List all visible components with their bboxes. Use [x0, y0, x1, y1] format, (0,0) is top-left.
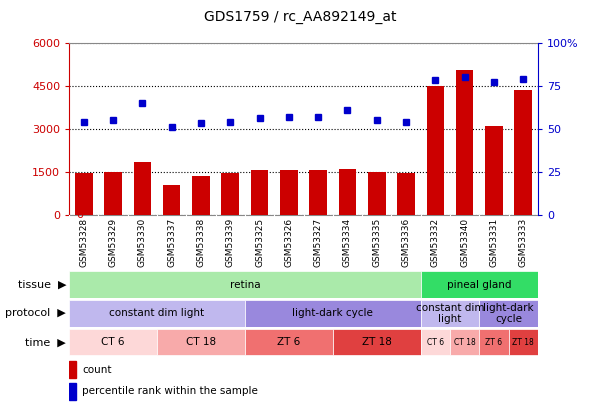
Bar	[485, 126, 502, 215]
Bar	[514, 90, 532, 215]
Text: GSM53331: GSM53331	[489, 217, 498, 266]
Bar	[508, 329, 538, 356]
Bar	[251, 170, 268, 215]
Bar	[133, 162, 151, 215]
Bar	[69, 329, 157, 356]
Bar	[368, 173, 385, 215]
Bar	[245, 300, 421, 327]
Text: GSM53325: GSM53325	[255, 217, 264, 266]
Text: ZT 6: ZT 6	[486, 338, 502, 347]
Bar	[105, 173, 122, 215]
Text: CT 18: CT 18	[454, 338, 475, 347]
Text: light-dark cycle: light-dark cycle	[292, 309, 373, 318]
Bar	[75, 173, 93, 215]
Bar	[280, 171, 297, 215]
Text: count: count	[82, 365, 112, 375]
Text: light-dark
cycle: light-dark cycle	[483, 303, 534, 324]
Text: GSM53336: GSM53336	[401, 217, 410, 266]
Bar	[310, 170, 327, 215]
Bar	[69, 271, 421, 298]
Text: time  ▶: time ▶	[25, 337, 66, 347]
Bar	[421, 271, 538, 298]
Bar	[192, 177, 210, 215]
Text: GSM53332: GSM53332	[431, 217, 440, 266]
Text: GSM53334: GSM53334	[343, 217, 352, 266]
Text: GSM53340: GSM53340	[460, 217, 469, 266]
Text: GSM53335: GSM53335	[372, 217, 381, 266]
Text: GSM53333: GSM53333	[519, 217, 528, 266]
Bar	[480, 300, 538, 327]
Text: constant dim
light: constant dim light	[416, 303, 484, 324]
Bar	[69, 300, 245, 327]
Bar	[339, 169, 356, 215]
Bar	[480, 329, 508, 356]
Text: GSM53339: GSM53339	[226, 217, 235, 266]
Text: pineal gland: pineal gland	[447, 280, 511, 290]
Bar	[456, 70, 474, 215]
Text: GDS1759 / rc_AA892149_at: GDS1759 / rc_AA892149_at	[204, 10, 397, 24]
Text: GSM53329: GSM53329	[109, 217, 118, 266]
Text: protocol  ▶: protocol ▶	[5, 309, 66, 318]
Text: 0: 0	[76, 210, 84, 220]
Bar	[245, 329, 333, 356]
Text: constant dim light: constant dim light	[109, 309, 204, 318]
Bar	[333, 329, 421, 356]
Bar	[427, 85, 444, 215]
Bar	[163, 185, 180, 215]
Bar	[397, 173, 415, 215]
Bar	[221, 173, 239, 215]
Text: CT 18: CT 18	[186, 337, 216, 347]
Text: GSM53326: GSM53326	[284, 217, 293, 266]
Text: GSM53338: GSM53338	[197, 217, 206, 266]
Bar	[421, 300, 480, 327]
Text: CT 6: CT 6	[102, 337, 125, 347]
Text: GSM53330: GSM53330	[138, 217, 147, 266]
Bar	[157, 329, 245, 356]
Bar	[450, 329, 480, 356]
Text: percentile rank within the sample: percentile rank within the sample	[82, 386, 258, 396]
Bar	[421, 329, 450, 356]
Text: GSM53327: GSM53327	[314, 217, 323, 266]
Text: GSM53337: GSM53337	[167, 217, 176, 266]
Text: ZT 18: ZT 18	[362, 337, 392, 347]
Text: retina: retina	[230, 280, 260, 290]
Text: tissue  ▶: tissue ▶	[17, 280, 66, 290]
Text: ZT 6: ZT 6	[277, 337, 300, 347]
Text: CT 6: CT 6	[427, 338, 444, 347]
Text: GSM53328: GSM53328	[79, 217, 88, 266]
Bar	[69, 361, 76, 378]
Bar	[69, 383, 76, 400]
Text: ZT 18: ZT 18	[513, 338, 534, 347]
